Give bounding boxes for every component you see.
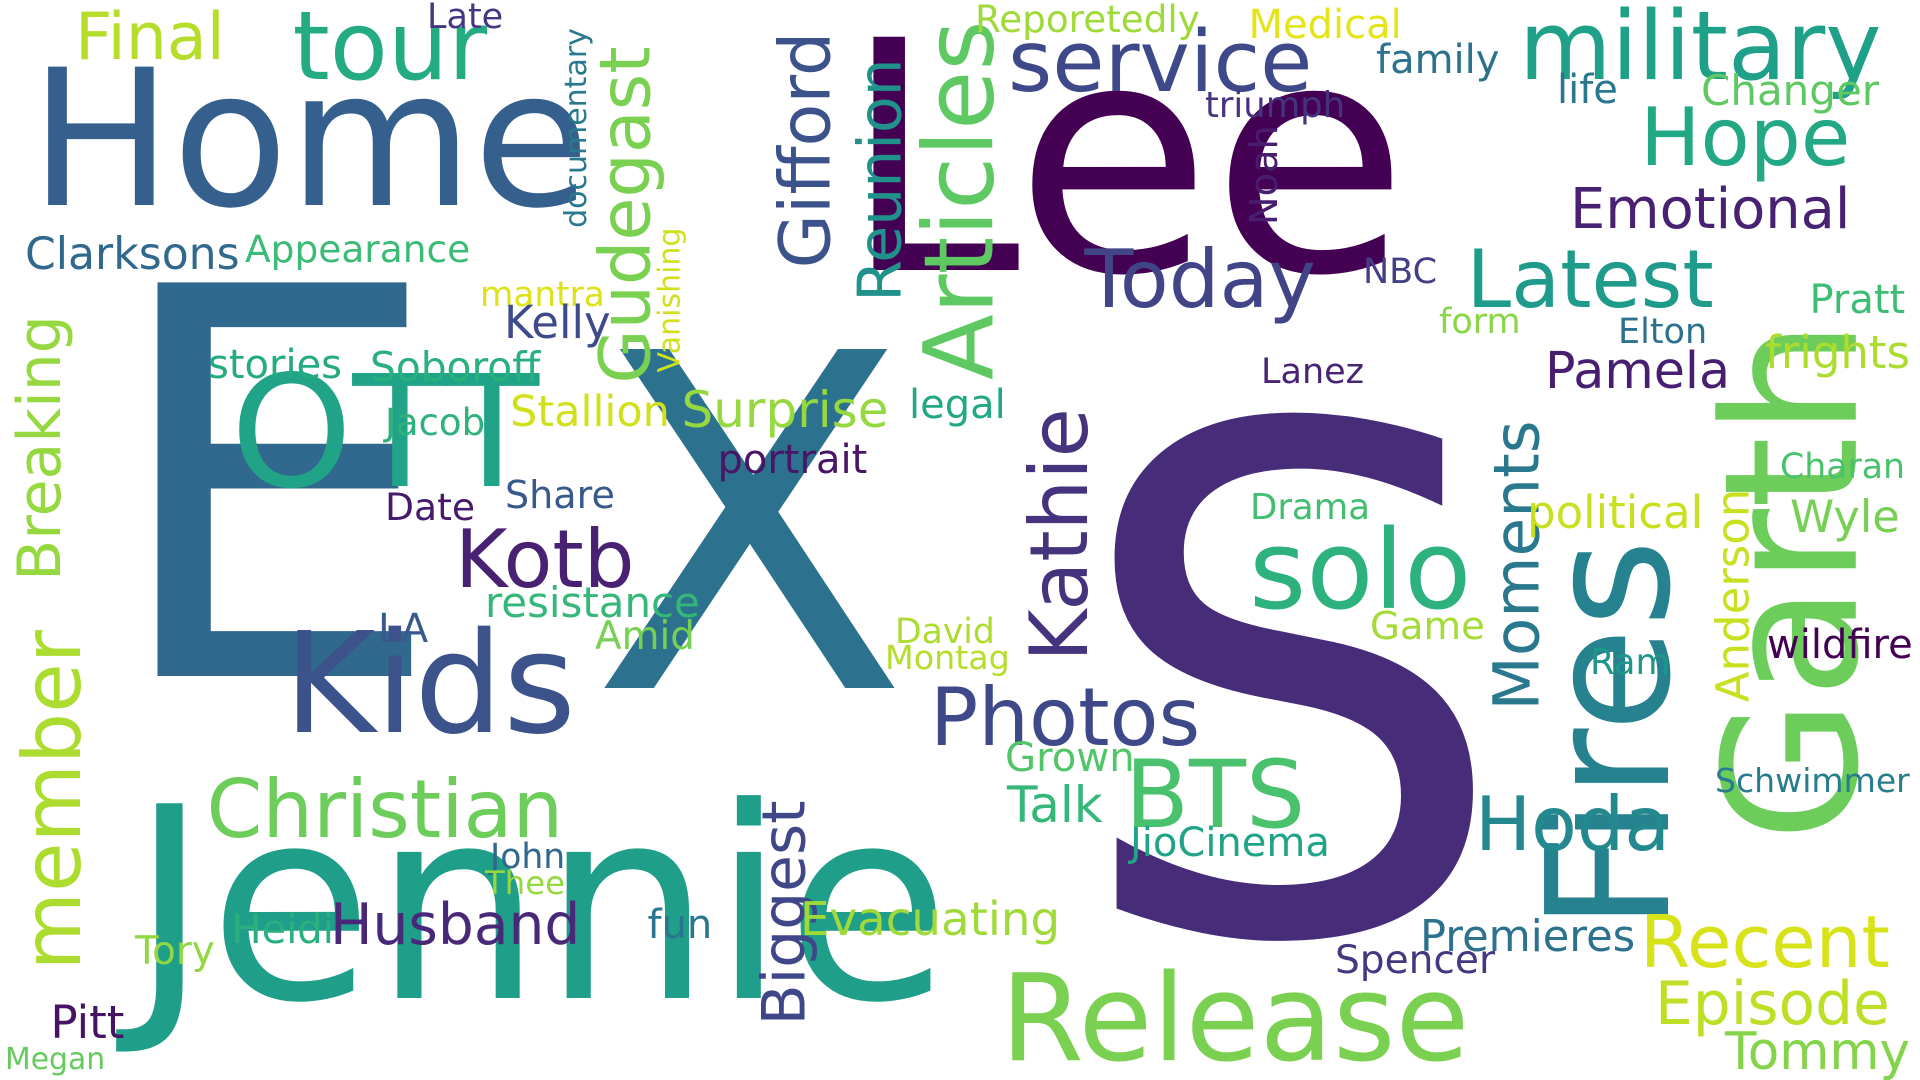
cloud-word: Today [1084, 233, 1316, 326]
cloud-word: Montag [885, 638, 1010, 677]
cloud-word: Megan [5, 1042, 106, 1077]
cloud-word: Final [75, 0, 225, 75]
cloud-word: Drama [1250, 486, 1371, 528]
cloud-word: Articles [902, 19, 1016, 380]
cloud-word: Share [505, 473, 615, 517]
cloud-word: LA [378, 606, 429, 652]
cloud-word: Heidi [231, 907, 334, 953]
cloud-word: Kids [283, 603, 577, 766]
cloud-word: Hope [1640, 90, 1851, 184]
cloud-word: service [1008, 13, 1313, 112]
cloud-word: Noah [1241, 125, 1287, 226]
cloud-word: form [1439, 302, 1521, 342]
cloud-word: Date [385, 484, 476, 529]
cloud-word: family [1376, 37, 1500, 83]
cloud-word: tour [292, 0, 488, 102]
cloud-word: Grown [1005, 734, 1135, 781]
cloud-word: Recent [1640, 900, 1890, 985]
cloud-word: Kathie [1012, 408, 1106, 662]
cloud-word: Talk [1007, 776, 1103, 834]
cloud-word: Home [29, 29, 591, 250]
cloud-word: political [1527, 486, 1704, 539]
cloud-word: S [1068, 283, 1512, 1080]
cloud-word: Pamela [1545, 340, 1731, 400]
cloud-word: wildfire [1767, 622, 1913, 668]
cloud-word: Wyle [1790, 491, 1900, 543]
cloud-word: Husband [330, 891, 581, 958]
cloud-word: Photos [930, 670, 1201, 764]
cloud-word: NBC [1363, 252, 1438, 292]
cloud-word: triumph [1205, 84, 1346, 126]
cloud-word: John [490, 837, 566, 877]
cloud-word: Appearance [245, 227, 471, 271]
cloud-word: Anderson [1705, 488, 1759, 702]
cloud-word: Breaking [4, 314, 75, 581]
cloud-word: Moments [1480, 419, 1554, 710]
cloud-word: Kelly [504, 296, 611, 349]
cloud-word: Schwimmer [1715, 760, 1910, 800]
cloud-word: Game [1370, 604, 1485, 649]
cloud-word: Ram [1590, 642, 1670, 683]
cloud-word: life [1557, 67, 1618, 113]
cloud-word: fun [647, 902, 713, 948]
cloud-word: Kotb [455, 513, 635, 606]
cloud-word: Pratt [1809, 277, 1906, 323]
cloud-word: Vanishing [651, 227, 687, 373]
cloud-word: Hoda [1475, 780, 1671, 868]
cloud-word: Evacuating [800, 892, 1061, 947]
cloud-word: David [895, 612, 995, 652]
cloud-word: Amid [595, 614, 695, 659]
cloud-word: frights [1765, 326, 1911, 379]
cloud-word: Lanez [1261, 352, 1365, 392]
cloud-word: Elton [1618, 312, 1708, 352]
cloud-word: BTS [1125, 740, 1306, 850]
cloud-word: Pitt [50, 996, 125, 1049]
cloud-word: Episode [1655, 969, 1890, 1039]
cloud-word: Lee [842, 0, 1409, 346]
cloud-word: OTT [230, 342, 540, 523]
cloud-word: Charan [1780, 447, 1905, 487]
cloud-word: Premieres [1420, 912, 1636, 962]
cloud-word: solo [1249, 506, 1472, 634]
cloud-word: Soboroff [370, 343, 541, 391]
cloud-word: Jennie [130, 749, 951, 1061]
cloud-word: Surprise [681, 381, 889, 439]
cloud-word: Thee [485, 863, 565, 902]
cloud-word: Tory [135, 929, 215, 974]
cloud-word: JioCinema [1130, 819, 1330, 866]
cloud-word: member [5, 629, 100, 971]
cloud-word: Reporetedly [975, 0, 1200, 41]
cloud-word: resistance [485, 577, 700, 627]
cloud-word: Spencer [1335, 937, 1496, 983]
cloud-word: Gifford [763, 31, 846, 269]
cloud-word: Reunion [845, 58, 916, 302]
cloud-word: Late [427, 0, 504, 37]
cloud-word: legal [909, 382, 1006, 428]
cloud-word: stories [208, 342, 343, 388]
cloud-word: portrait [717, 437, 868, 483]
cloud-word: Jacob [385, 401, 486, 444]
cloud-word: Stallion [510, 387, 670, 437]
cloud-word: Emotional [1570, 177, 1851, 242]
cloud-word: Medical [1248, 2, 1402, 48]
cloud-word: military [1519, 0, 1882, 102]
cloud-word: E [104, 176, 446, 804]
cloud-word: Latest [1466, 233, 1714, 326]
cloud-word: Changer [1701, 66, 1880, 115]
cloud-word: Release [1000, 950, 1470, 1080]
cloud-word: mantra [480, 275, 605, 315]
cloud-word: Clarksons [25, 229, 240, 280]
cloud-word: X [590, 256, 910, 798]
cloud-word: Christian [206, 763, 564, 856]
cloud-word: Tommy [1725, 1021, 1911, 1080]
cloud-word: documentary [558, 27, 594, 228]
